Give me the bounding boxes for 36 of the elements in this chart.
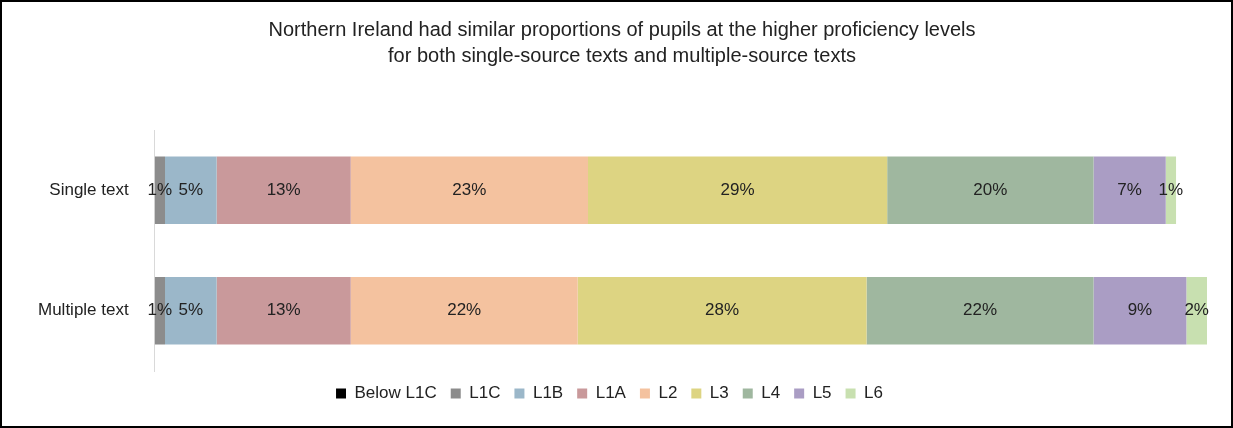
- data-label: 23%: [452, 179, 487, 199]
- y-tick-label: Single text: [49, 179, 129, 199]
- data-label: 9%: [1127, 300, 1153, 320]
- data-label: 5%: [178, 300, 204, 320]
- data-label: 2%: [1184, 300, 1209, 320]
- bar: [350, 156, 588, 224]
- data-label: 13%: [266, 179, 301, 199]
- legend-label: L1C: [469, 383, 501, 403]
- data-label: 22%: [447, 300, 482, 320]
- bar: [588, 156, 888, 224]
- bar: [1186, 277, 1207, 345]
- data-label: 5%: [178, 179, 204, 199]
- data-label: 22%: [963, 300, 998, 320]
- data-label: 13%: [266, 300, 301, 320]
- legend-label: L2: [658, 383, 678, 403]
- legend-label: L4: [761, 383, 781, 403]
- data-label: 1%: [1158, 179, 1184, 199]
- chart-title: Northern Ireland had similar proportions of pupils at the higher proficiency levels for both single-source texts and multiple-source texts: [267, 17, 977, 68]
- data-label: 29%: [720, 179, 755, 199]
- legend-label: L6: [864, 383, 883, 403]
- bar: [216, 277, 351, 345]
- bar: [350, 277, 578, 345]
- data-label: 20%: [973, 179, 1008, 199]
- legend-label: L3: [709, 383, 729, 403]
- legend-label: Below L1C: [354, 383, 437, 403]
- y-tick-label: Multiple text: [38, 300, 129, 320]
- bar: [887, 156, 1094, 224]
- legend-label: L1B: [532, 383, 564, 403]
- data-label: 28%: [705, 300, 740, 320]
- bar: [866, 277, 1094, 345]
- data-label: 7%: [1117, 179, 1142, 199]
- bar: [1093, 277, 1187, 345]
- bar: [577, 277, 867, 345]
- legend-label: L5: [812, 383, 832, 403]
- legend-label: L1A: [595, 383, 627, 403]
- bar: [216, 156, 351, 224]
